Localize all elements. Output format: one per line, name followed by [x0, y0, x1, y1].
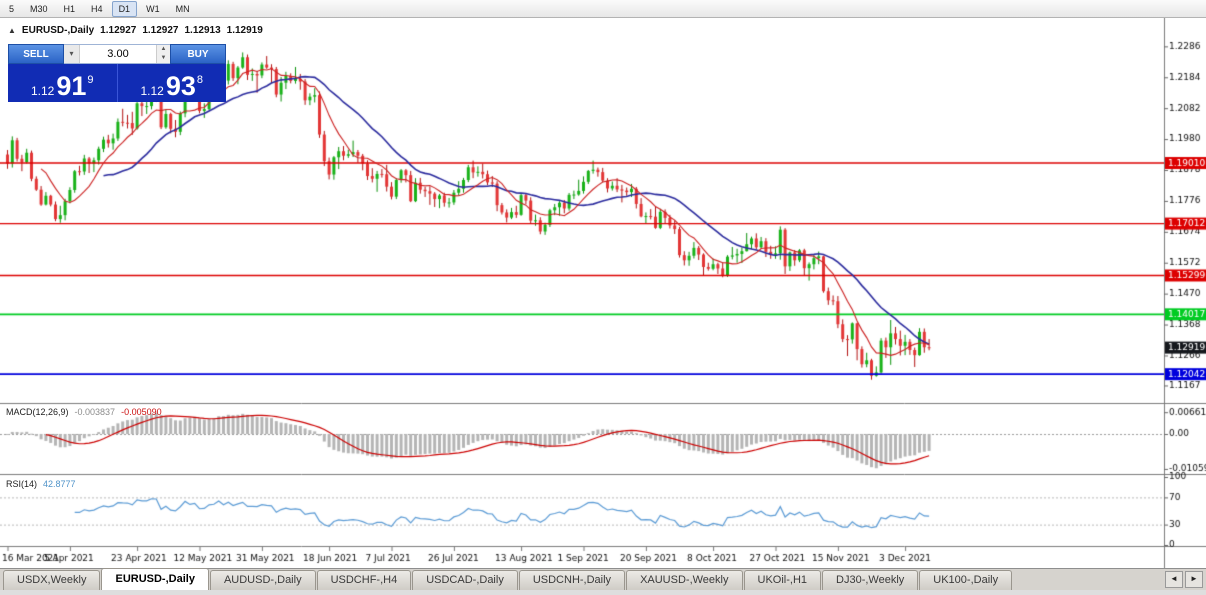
buy-button[interactable]: BUY — [170, 44, 226, 64]
volume-down-icon[interactable]: ▼ — [157, 54, 170, 63]
macd-signal-value: -0.005090 — [121, 407, 162, 417]
tab-dj30-weekly[interactable]: DJ30-,Weekly — [822, 570, 919, 590]
timeframe-button-d1[interactable]: D1 — [111, 0, 138, 17]
sell-price-prefix: 1.12 — [30, 83, 55, 98]
symbol-arrow-icon: ▲ — [8, 26, 16, 35]
timeframe-button-h1[interactable]: H1 — [63, 3, 76, 14]
timeframe-button-mn[interactable]: MN — [175, 3, 190, 14]
price-divider — [116, 64, 118, 102]
tab-uk100-daily[interactable]: UK100-,Daily — [919, 570, 1013, 590]
tab-usdchf-h4[interactable]: USDCHF-,H4 — [316, 570, 412, 590]
volume-control[interactable]: ▾ 3.00 ▲ ▼ — [64, 44, 170, 64]
volume-up-icon[interactable]: ▲ — [157, 45, 170, 54]
macd-indicator-label: MACD(12,26,9) -0.003837 -0.005090 — [6, 407, 162, 417]
macd-name: MACD(12,26,9) — [6, 407, 69, 417]
tab-audusd-daily[interactable]: AUDUSD-,Daily — [209, 570, 316, 590]
buy-price-pip: 8 — [196, 74, 204, 86]
ohlc-low: 1.12913 — [184, 25, 221, 36]
volume-stepper[interactable]: ▲ ▼ — [156, 45, 170, 63]
bid-ask-display: 1.12 91 9 1.12 93 8 — [8, 64, 226, 102]
rsi-name: RSI(14) — [6, 479, 38, 489]
buy-price-prefix: 1.12 — [140, 83, 164, 98]
tab-usdcnh-daily[interactable]: USDCNH-,Daily — [518, 570, 626, 590]
tabs-scroll-left-button[interactable]: ◄ — [1165, 571, 1183, 588]
tab-usdcad-daily[interactable]: USDCAD-,Daily — [412, 570, 518, 590]
tab-usdx-weekly[interactable]: USDX,Weekly — [3, 570, 101, 590]
chart-symbol-label: EURUSD-,Daily — [21, 25, 95, 36]
tabs-scroll-right-button[interactable]: ► — [1185, 571, 1203, 588]
sell-button[interactable]: SELL — [8, 44, 64, 64]
sell-price[interactable]: 1.12 91 9 — [8, 64, 117, 102]
sell-price-pip: 9 — [87, 74, 94, 86]
tab-xauusd-weekly[interactable]: XAUUSD-,Weekly — [626, 570, 743, 590]
timeframe-button-h4[interactable]: H4 — [91, 3, 103, 14]
ohlc-high: 1.12927 — [142, 25, 179, 36]
buy-price[interactable]: 1.12 93 8 — [118, 64, 227, 102]
chart-area[interactable]: ▲ EURUSD-,Daily 1.12927 1.12927 1.12913 … — [0, 18, 1206, 568]
tab-eurusd-daily[interactable]: EURUSD-,Daily — [101, 568, 209, 590]
ohlc-open: 1.12927 — [100, 25, 137, 36]
timeframe-button-m30[interactable]: M30 — [30, 3, 48, 14]
chart-tab-bar: USDX,Weekly EURUSD-,Daily AUDUSD-,Daily USD… — [0, 568, 1206, 590]
sell-price-big: 91 — [56, 71, 87, 102]
timeframe-toolbar: 5 M30 H1 H4 D1 W1 MN — [0, 0, 1206, 18]
one-click-trading-panel: SELL ▾ 3.00 ▲ ▼ BUY 1.12 91 9 1.12 93 8 — [8, 44, 226, 102]
timeframe-button-w1[interactable]: W1 — [146, 3, 160, 14]
ohlc-close: 1.12919 — [226, 25, 263, 36]
tab-scroll-buttons: ◄ ► — [1165, 571, 1203, 588]
macd-main-value: -0.003837 — [74, 407, 116, 417]
rsi-indicator-label: RSI(14) 42.8777 — [6, 479, 76, 489]
volume-input[interactable]: 3.00 — [107, 48, 129, 60]
chart-ohlc-header: ▲ EURUSD-,Daily 1.12927 1.12927 1.12913 … — [8, 25, 263, 36]
price-chart-canvas[interactable] — [0, 18, 1206, 568]
rsi-value: 42.8777 — [43, 479, 76, 489]
timeframe-button-5[interactable]: 5 — [9, 3, 15, 14]
volume-dropdown-icon[interactable]: ▾ — [64, 45, 80, 63]
tab-ukoil-h1[interactable]: UKOil-,H1 — [743, 570, 822, 590]
buy-price-big: 93 — [165, 71, 196, 102]
